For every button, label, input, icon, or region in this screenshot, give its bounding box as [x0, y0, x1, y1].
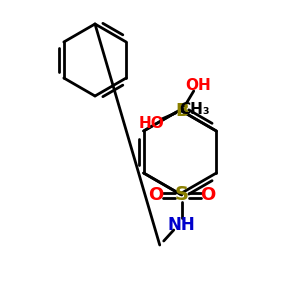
Text: CH₃: CH₃	[179, 103, 210, 118]
Text: O: O	[200, 186, 215, 204]
Text: HO: HO	[139, 116, 165, 130]
Text: S: S	[175, 185, 189, 205]
Text: B: B	[175, 102, 188, 120]
Text: O: O	[148, 186, 164, 204]
Text: NH: NH	[168, 216, 196, 234]
Text: OH: OH	[185, 77, 211, 92]
